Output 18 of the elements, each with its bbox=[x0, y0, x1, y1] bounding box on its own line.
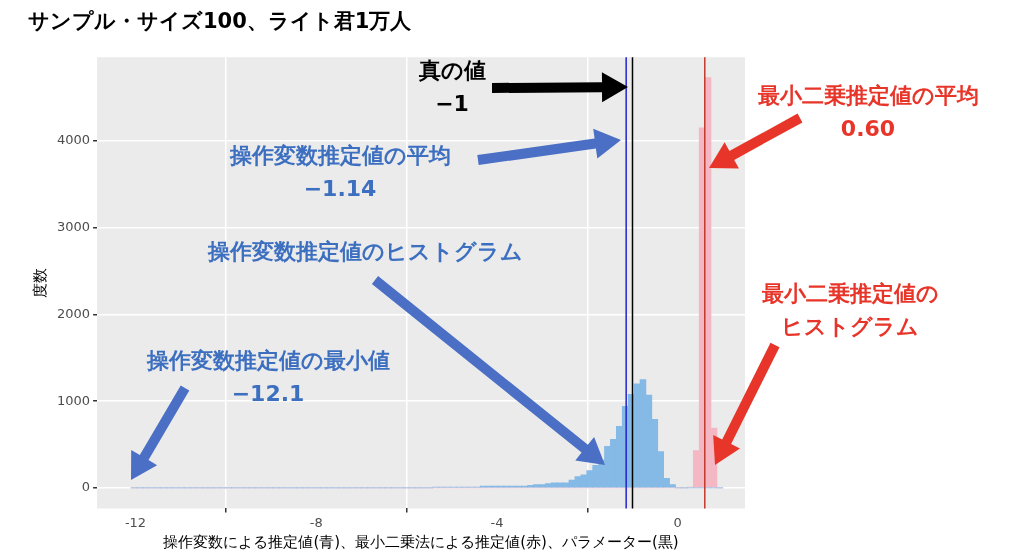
chart-title: サンプル・サイズ100、ライト君1万人 bbox=[28, 9, 413, 34]
x-tick-label: -4 bbox=[490, 514, 504, 530]
annotation: 操作変数推定値の平均 −1.14 bbox=[228, 142, 451, 201]
y-tick-label: 1000 bbox=[56, 392, 91, 408]
text: 最小二乗推定値のヒストグラム bbox=[760, 280, 939, 339]
annotation: 真の値 −1 bbox=[417, 57, 486, 116]
y-axis-title: 度数 bbox=[30, 267, 49, 298]
annotation: 操作変数推定値のヒストグラム bbox=[206, 238, 523, 264]
text: 最小二乗推定値の平均 0.60 bbox=[756, 82, 979, 141]
annotation: 操作変数推定値の最小値 −12.1 bbox=[145, 347, 390, 406]
y-tick-label: 0 bbox=[81, 479, 91, 495]
y-tick-label: 4000 bbox=[56, 132, 91, 148]
x-tick-label: -12 bbox=[124, 514, 147, 530]
x-tick-label: 0 bbox=[673, 514, 682, 530]
y-tick-label: 3000 bbox=[56, 219, 91, 235]
y-tick-label: 2000 bbox=[56, 305, 91, 321]
x-axis-title: 操作変数による推定値(青)、最小二乗法による推定値(赤)、パラメーター(黒) bbox=[163, 532, 679, 551]
x-tick-label: -8 bbox=[309, 514, 323, 530]
